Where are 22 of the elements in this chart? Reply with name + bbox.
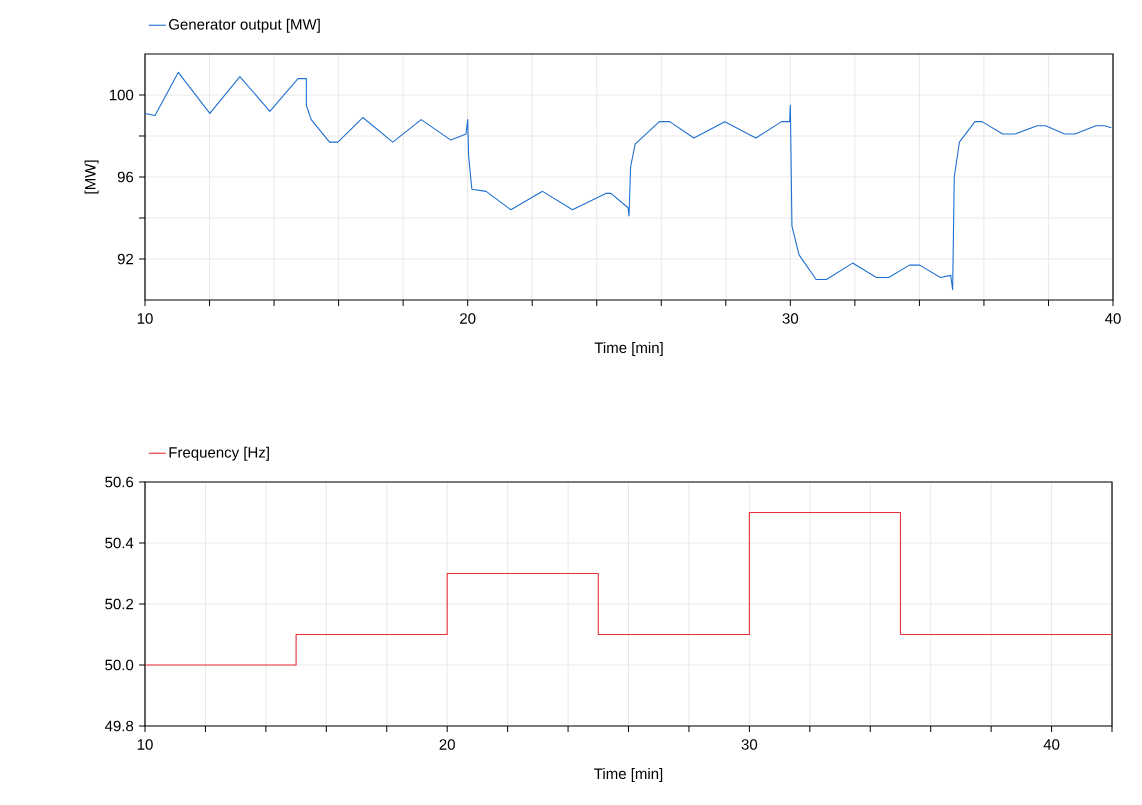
x-tick-label: 10 [137,739,153,750]
x-tick-label: 40 [1043,739,1060,750]
x-tick-label: 20 [439,739,455,750]
x-axis-title: Time [min] [594,342,663,356]
x-tick-label: 30 [741,739,758,750]
legend-label: Frequency [Hz] [169,446,269,461]
y-axis-title: [MW] [84,160,99,194]
y-tick-label: 96 [117,171,134,183]
line-series [145,71,1112,291]
y-tick-label: 92 [117,253,134,265]
y-tick-label: 100 [109,89,134,101]
x-tick-label: 20 [460,313,476,324]
y-tick-label: 50.0 [105,659,134,671]
y-tick-label: 50.2 [105,598,134,610]
x-tick-label: 30 [782,313,799,324]
y-tick-label: 50.4 [105,537,134,549]
x-tick-label: 10 [137,313,153,324]
x-tick-label: 40 [1105,313,1121,324]
x-axis-title: Time [min] [594,768,663,782]
legend-label: Generator output [MW] [169,18,320,33]
y-tick-label: 49.8 [104,720,134,732]
y-tick-label: 50.6 [105,476,134,488]
